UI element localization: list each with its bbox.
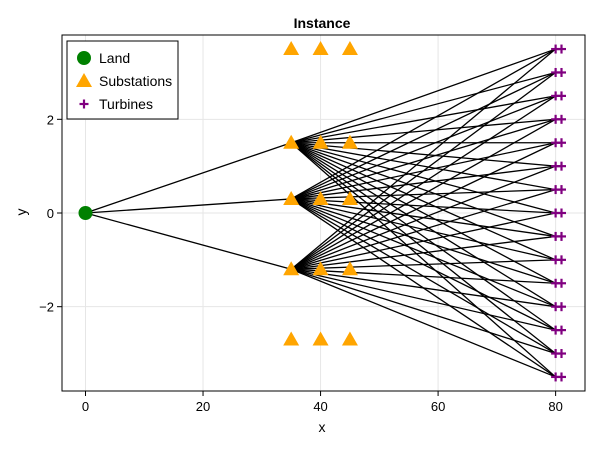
turbine-point bbox=[556, 349, 566, 359]
marker-layer bbox=[78, 41, 566, 382]
x-tick-label: 40 bbox=[313, 399, 327, 414]
turbine-point bbox=[556, 67, 566, 77]
chart-title: Instance bbox=[294, 15, 351, 31]
y-tick-label: 2 bbox=[47, 112, 54, 127]
substation-point bbox=[312, 331, 329, 346]
substation-point bbox=[283, 261, 300, 276]
cable-edge bbox=[291, 142, 556, 214]
turbine-point bbox=[556, 91, 566, 101]
substation-point bbox=[283, 190, 300, 205]
substation-point bbox=[341, 190, 358, 205]
cable-edge bbox=[290, 142, 556, 238]
legend-land-marker bbox=[77, 51, 91, 65]
y-tick-label: 0 bbox=[47, 206, 54, 221]
cable-edge bbox=[290, 268, 556, 378]
x-tick-label: 80 bbox=[548, 399, 562, 414]
cable-edge bbox=[290, 188, 556, 270]
legend: Land Substations Turbines bbox=[66, 40, 179, 120]
cable-edge bbox=[291, 235, 556, 270]
cable-edge bbox=[291, 268, 556, 308]
substation-point bbox=[312, 134, 329, 149]
cable-edge bbox=[290, 48, 556, 144]
turbine-point bbox=[556, 44, 566, 54]
legend-label: Turbines bbox=[99, 96, 153, 112]
cable-edge bbox=[291, 118, 556, 144]
cable-edge bbox=[85, 198, 292, 214]
legend-label: Land bbox=[99, 50, 130, 66]
cable-edge bbox=[290, 48, 556, 200]
turbine-point bbox=[556, 302, 566, 312]
cable-edge bbox=[290, 142, 556, 308]
turbine-point bbox=[556, 231, 566, 241]
x-tick-label: 20 bbox=[196, 399, 210, 414]
turbine-point bbox=[556, 114, 566, 124]
cable-edge bbox=[290, 71, 556, 200]
turbine-point bbox=[556, 138, 566, 148]
x-tick-label: 0 bbox=[82, 399, 89, 414]
cable-edge bbox=[290, 165, 556, 270]
cable-edge bbox=[290, 142, 556, 261]
legend-turbine-marker bbox=[79, 99, 89, 109]
substation-point bbox=[283, 134, 300, 149]
y-tick-label: −2 bbox=[39, 300, 54, 315]
turbine-point bbox=[556, 325, 566, 335]
legend-substation-marker bbox=[76, 73, 92, 87]
cable-edge bbox=[291, 142, 556, 191]
cable-edge bbox=[290, 95, 556, 270]
legend-entries: Land Substations Turbines bbox=[76, 50, 172, 112]
substation-point bbox=[341, 41, 358, 56]
cable-edge bbox=[290, 71, 557, 270]
x-tick-label: 60 bbox=[431, 399, 445, 414]
cable-edge bbox=[291, 212, 556, 270]
cable-edge bbox=[290, 142, 556, 270]
turbine-point bbox=[556, 185, 566, 195]
tick-layer: 0 20 40 60 80 −2 0 2 bbox=[39, 112, 563, 414]
substation-point bbox=[341, 261, 358, 276]
cable-edge bbox=[85, 142, 292, 214]
substation-point bbox=[283, 331, 300, 346]
cable-edge bbox=[291, 259, 556, 270]
cable-edge bbox=[291, 142, 556, 167]
cable-edge bbox=[291, 268, 556, 331]
substation-point bbox=[312, 261, 329, 276]
cable-edge bbox=[290, 268, 556, 355]
y-axis-label: y bbox=[13, 209, 29, 216]
x-axis-label: x bbox=[319, 419, 326, 435]
cable-edge bbox=[291, 268, 556, 284]
substation-point bbox=[283, 41, 300, 56]
cable-edge bbox=[291, 95, 556, 144]
cable-edge bbox=[290, 118, 556, 270]
substation-point bbox=[312, 41, 329, 56]
cable-edge bbox=[291, 71, 556, 144]
legend-label: Substations bbox=[99, 73, 172, 89]
substation-point bbox=[341, 331, 358, 346]
land-point bbox=[78, 206, 93, 220]
substation-point bbox=[312, 190, 329, 205]
cable-edge bbox=[290, 142, 556, 284]
turbine-point bbox=[556, 255, 566, 265]
turbine-point bbox=[556, 208, 566, 218]
turbine-point bbox=[556, 161, 566, 171]
turbine-point bbox=[556, 278, 566, 288]
cable-edge bbox=[290, 48, 557, 270]
substation-point bbox=[341, 134, 358, 149]
turbine-point bbox=[556, 372, 566, 382]
cable-edge bbox=[85, 212, 292, 270]
edge-layer bbox=[85, 48, 557, 378]
cable-edge bbox=[290, 95, 556, 200]
